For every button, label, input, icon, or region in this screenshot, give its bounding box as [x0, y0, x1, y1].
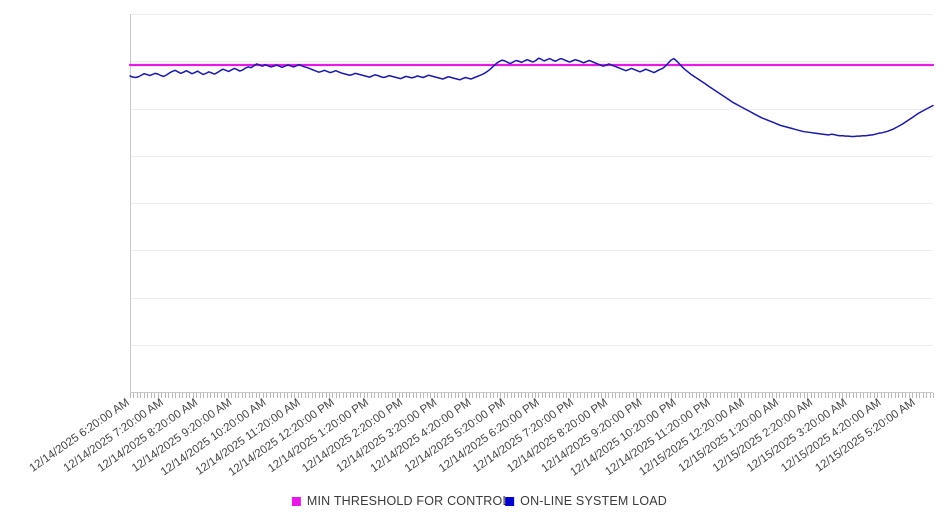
y-gridlines — [130, 14, 933, 346]
legend-swatch[interactable] — [505, 497, 515, 506]
load-line — [129, 57, 934, 138]
x-axis-minor-ticks — [130, 393, 934, 398]
legend-label[interactable]: ON-LINE SYSTEM LOAD — [520, 494, 667, 508]
legend-swatch[interactable] — [291, 497, 301, 506]
legend-label[interactable]: MIN THRESHOLD FOR CONTROL — [307, 494, 510, 508]
chart-legend[interactable]: MIN THRESHOLD FOR CONTROL ON-LINE SYSTEM … — [291, 494, 667, 508]
series-paths — [128, 57, 935, 138]
